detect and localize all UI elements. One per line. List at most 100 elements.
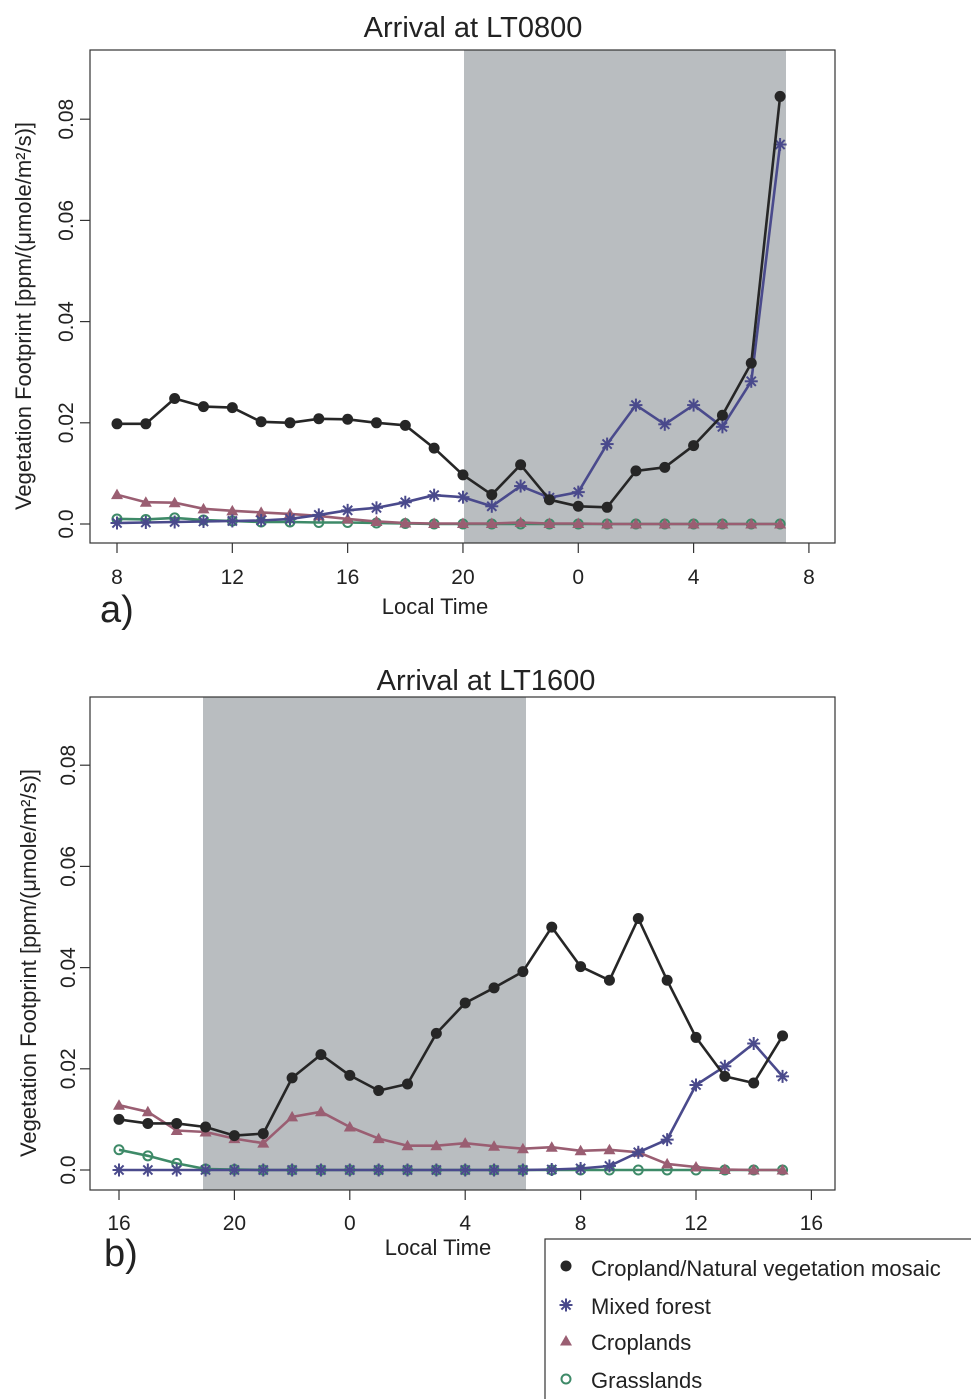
data-point [170, 1163, 184, 1177]
data-point [459, 1137, 472, 1148]
data-point [517, 966, 529, 978]
x-tick-label: 12 [221, 566, 244, 589]
data-point [603, 1143, 616, 1155]
data-point [227, 1163, 241, 1177]
data-point [631, 1145, 645, 1159]
legend-marker [560, 1373, 572, 1385]
x-tick-label: 8 [111, 566, 123, 589]
data-point [629, 518, 642, 529]
data-point [113, 1099, 125, 1110]
data-point [141, 1163, 155, 1177]
data-point [427, 488, 441, 502]
series-1 [112, 1037, 790, 1177]
x-tick-label: 8 [575, 1212, 587, 1235]
data-point [574, 1144, 587, 1156]
panel-a-series [110, 90, 787, 530]
data-point [457, 469, 469, 481]
data-point [543, 494, 555, 506]
data-point [545, 1141, 558, 1152]
data-point [370, 417, 382, 429]
panel-a-axes: 8 12 16 20 0 4 8 0.0 0.02 0.04 0.06 0.08 [55, 99, 815, 589]
panel-a-label: a) [100, 589, 134, 631]
y-tick-label: 0.06 [55, 200, 78, 241]
legend-marker [560, 1260, 572, 1272]
data-point [776, 1069, 790, 1083]
data-point [601, 518, 614, 529]
data-point [629, 398, 643, 412]
data-point [142, 1117, 154, 1129]
data-point [257, 1128, 269, 1140]
data-point [257, 1137, 270, 1148]
data-point [255, 506, 268, 517]
panel-a: Arrival at LT0800 Vegetation Footprint [… [11, 12, 836, 631]
x-tick-label: 16 [107, 1212, 130, 1235]
panel-a-title: Arrival at LT0800 [364, 12, 583, 44]
data-point [688, 440, 700, 452]
y-tick-label: 0.02 [57, 1048, 80, 1089]
data-point [603, 974, 615, 986]
data-point [515, 459, 527, 471]
x-tick-label: 4 [688, 566, 700, 589]
data-point [254, 513, 268, 527]
panel-a-xlabel: Local Time [382, 594, 488, 619]
x-tick-label: 16 [336, 566, 359, 589]
data-point [748, 1077, 760, 1089]
data-point [745, 357, 757, 369]
data-point [630, 465, 642, 477]
data-point [689, 1078, 703, 1092]
data-point [169, 393, 181, 405]
data-point [314, 1105, 327, 1117]
data-point [197, 401, 209, 413]
data-point [747, 1164, 760, 1175]
legend-label-grasslands: Grasslands [591, 1368, 702, 1393]
data-point [574, 1161, 588, 1175]
data-point [456, 490, 470, 504]
data-point [372, 1163, 386, 1177]
data-point [398, 495, 412, 509]
legend-box [544, 1238, 971, 1399]
data-point [313, 413, 325, 425]
data-point [196, 514, 210, 528]
data-point [456, 517, 469, 528]
data-point [171, 1117, 183, 1129]
data-point [488, 982, 500, 994]
data-point [168, 496, 181, 508]
data-point [226, 504, 239, 516]
panel-b-plot-frame [89, 696, 836, 1191]
data-point [285, 1163, 299, 1177]
data-point [140, 418, 152, 430]
y-tick-label: 0.04 [57, 947, 80, 988]
data-point [111, 418, 123, 430]
data-point [170, 1124, 183, 1136]
x-tick-label: 0 [572, 566, 584, 589]
legend-label-mosaic: Cropland/Natural vegetation mosaic [591, 1256, 941, 1281]
y-tick-label: 0.08 [57, 745, 80, 786]
data-point [485, 517, 498, 528]
data-point [776, 1164, 789, 1175]
data-point [546, 921, 558, 933]
data-point [658, 417, 672, 431]
data-point [690, 1031, 702, 1043]
data-point [487, 1163, 501, 1177]
panel-b-axes: 16 20 0 4 8 12 16 0.0 0.02 0.04 0.06 0.08 [57, 745, 823, 1235]
data-point [168, 515, 182, 529]
data-point [632, 1164, 644, 1176]
data-point [458, 1163, 472, 1177]
panel-b: Arrival at LT1600 Vegetation Footprint [… [16, 665, 836, 1275]
data-point [687, 398, 701, 412]
data-point [112, 1163, 126, 1177]
data-point [658, 518, 671, 529]
data-point [514, 479, 528, 493]
data-point [139, 496, 152, 507]
data-point [113, 1113, 125, 1125]
data-point [341, 512, 354, 524]
data-point [459, 997, 471, 1009]
data-point [399, 419, 411, 431]
data-point [341, 503, 355, 517]
data-point [716, 409, 728, 421]
series-0 [113, 913, 789, 1142]
panel-b-ylabel: Vegetation Footprint [ppm/(μmole/m²/s)] [16, 769, 41, 1157]
data-point [430, 1139, 443, 1151]
data-point [286, 1110, 299, 1122]
